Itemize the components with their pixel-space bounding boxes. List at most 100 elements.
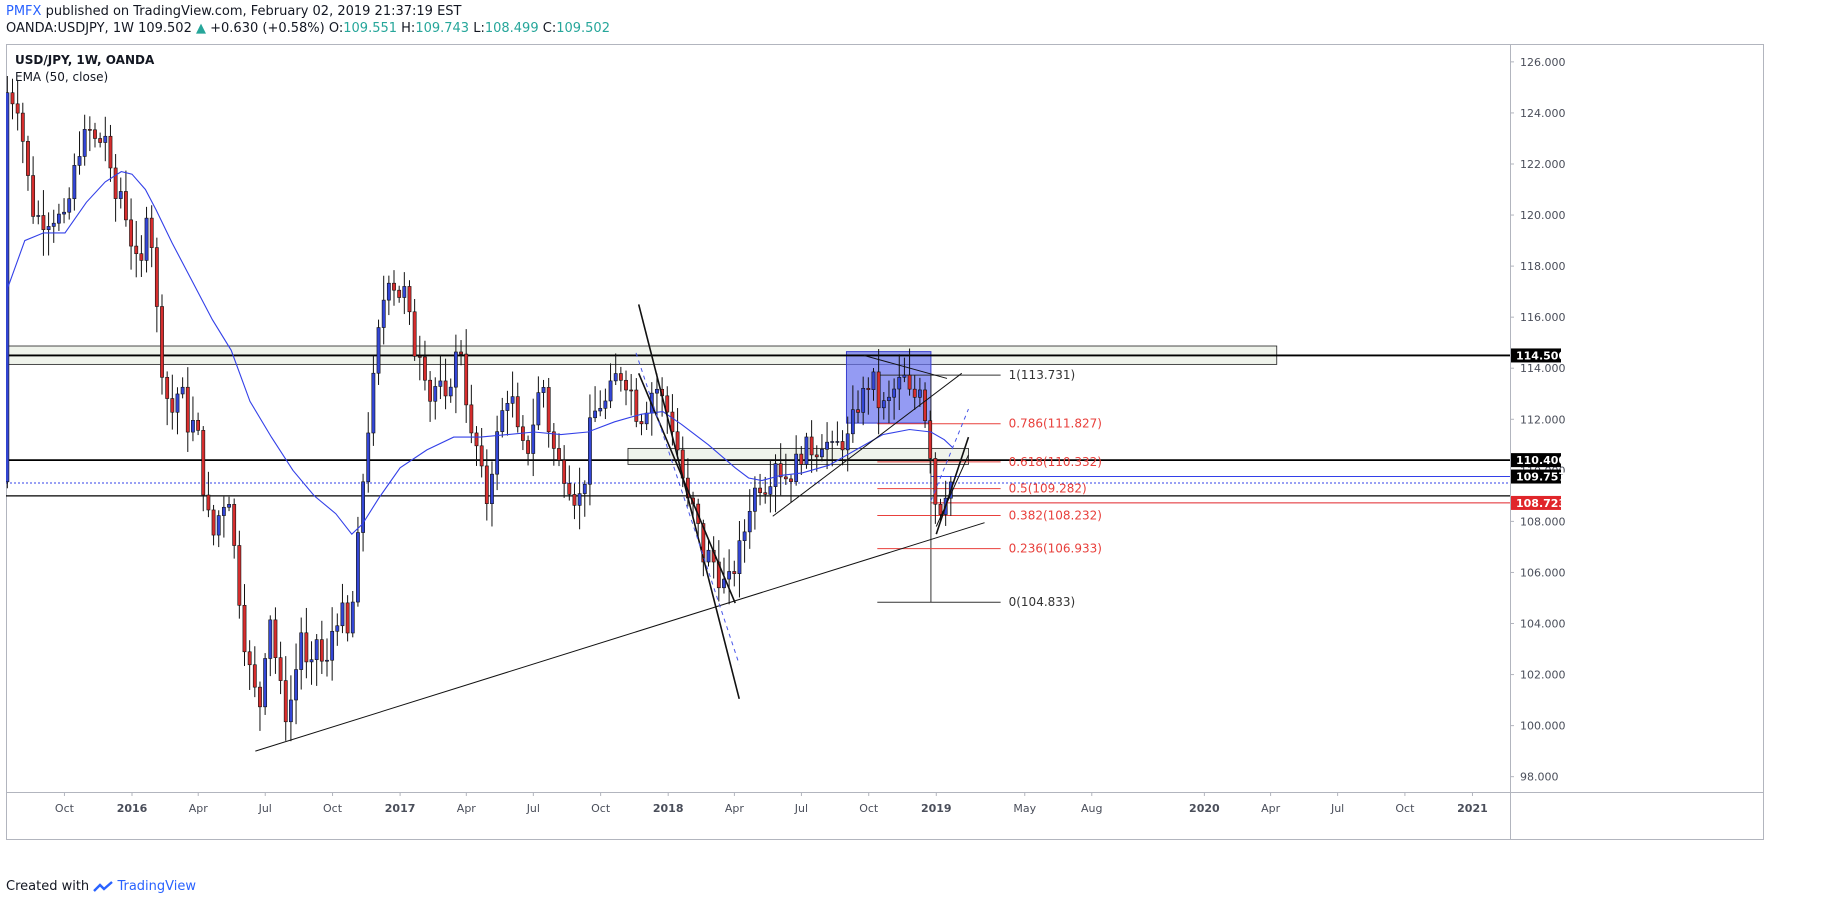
candle-body: [124, 191, 128, 221]
candle-body: [474, 432, 479, 447]
candle-body: [624, 379, 628, 391]
candle-body: [510, 396, 515, 404]
candle-body: [907, 374, 912, 390]
legend-symbol: USD/JPY, 1W, OANDA: [15, 53, 155, 67]
candle-body: [747, 510, 752, 533]
candle-body: [15, 103, 20, 114]
candle-body: [794, 453, 799, 482]
candle-body: [593, 410, 597, 419]
close-label: C:: [542, 21, 557, 36]
candle-body: [56, 213, 61, 224]
candle-body: [10, 92, 15, 105]
candle-body: [314, 639, 319, 661]
candle-body: [82, 129, 87, 157]
candle-body: [232, 504, 237, 546]
candle-body: [505, 403, 510, 411]
candle-body: [113, 167, 118, 199]
time-tick-label: 2021: [1457, 802, 1488, 815]
candle-body: [221, 506, 226, 516]
time-tick-label: Oct: [1395, 802, 1415, 815]
candle-body: [330, 630, 335, 661]
candle-body: [51, 222, 56, 227]
candle-body: [366, 432, 371, 483]
candle-body: [546, 387, 551, 433]
candle-body: [165, 376, 170, 399]
candle-body: [665, 395, 670, 413]
candle-body: [247, 651, 252, 666]
low-label: L:: [473, 21, 485, 36]
candle-body: [263, 658, 268, 708]
candle-body: [433, 386, 438, 402]
candle-body: [237, 545, 242, 606]
candle-body: [335, 625, 340, 632]
candle-body: [629, 389, 634, 392]
candle-body: [799, 453, 804, 465]
candle-body: [139, 253, 144, 261]
price-tick-label: 98.000: [1520, 771, 1559, 784]
ohlc-line: OANDA:USDJPY, 1W 109.502 ▲ +0.630 (+0.58…: [6, 21, 610, 36]
fib-level-label: 0.786(111.827): [1009, 417, 1102, 431]
candle-body: [149, 217, 154, 248]
candle-body: [675, 431, 680, 451]
candle-body: [582, 483, 587, 494]
time-tick-label: Jul: [258, 802, 272, 815]
time-tick-label: Apr: [1261, 802, 1281, 815]
tradingview-link[interactable]: TradingView: [117, 879, 196, 894]
chart-legend: USD/JPY, 1W, OANDA EMA (50, close): [15, 52, 154, 86]
candle-body: [768, 486, 773, 495]
price-tag-label: 108.723: [1516, 497, 1566, 510]
candle-body: [830, 441, 835, 443]
time-tick-label: Jul: [794, 802, 808, 815]
candle-body: [41, 215, 46, 230]
candle-body: [103, 135, 108, 143]
chart-border: [6, 44, 1764, 840]
chart-frame[interactable]: 126.000 124.000 122.000 120.000 118.000 116.0…: [6, 44, 1764, 840]
price-tag: [1511, 495, 1561, 510]
price-tick-label: 124.000: [1520, 107, 1566, 120]
trend-line: [772, 372, 963, 517]
candle-body: [31, 175, 36, 217]
candle-body: [835, 441, 840, 443]
candle-body: [283, 680, 288, 723]
candle-body: [526, 440, 530, 454]
candle-body: [402, 286, 407, 298]
candle-body: [381, 299, 386, 328]
author-link[interactable]: PMFX: [6, 4, 42, 19]
candle-body: [861, 387, 866, 413]
candle-body: [897, 376, 902, 390]
candle-body: [892, 388, 897, 398]
candle-body: [706, 549, 711, 563]
candle-body: [345, 602, 350, 634]
candle-body: [887, 396, 891, 401]
candle-body: [216, 515, 221, 536]
high-label: H:: [401, 21, 416, 36]
candle-body: [196, 420, 200, 431]
candle-body: [412, 311, 417, 357]
candle-body: [670, 411, 675, 433]
candle-body: [727, 571, 732, 580]
time-tick-label: Jul: [1330, 802, 1344, 815]
time-tick-label: Apr: [457, 802, 477, 815]
candle-body: [144, 217, 149, 261]
candle-body: [392, 282, 396, 291]
candle-body: [160, 306, 164, 378]
price-tag-label: 110.400: [1516, 454, 1566, 467]
candle-body: [551, 431, 556, 449]
candle-body: [211, 509, 216, 536]
candle-body: [309, 659, 314, 663]
trend-line: [863, 354, 948, 379]
price-chart[interactable]: 126.000 124.000 122.000 120.000 118.000 116.0…: [6, 44, 1764, 840]
candle-body: [268, 619, 273, 659]
candle-body: [118, 191, 123, 199]
candle-body: [361, 481, 365, 533]
candle-body: [170, 398, 175, 413]
candle-body: [825, 441, 829, 450]
candle-body: [350, 601, 355, 634]
candle-body: [299, 632, 304, 670]
footer: Created with TradingView: [6, 879, 196, 894]
price-tick-label: 116.000: [1520, 311, 1566, 324]
candle-body: [562, 459, 567, 484]
candle-body: [789, 478, 793, 482]
candle-body: [443, 380, 448, 397]
candle-body: [567, 483, 572, 495]
